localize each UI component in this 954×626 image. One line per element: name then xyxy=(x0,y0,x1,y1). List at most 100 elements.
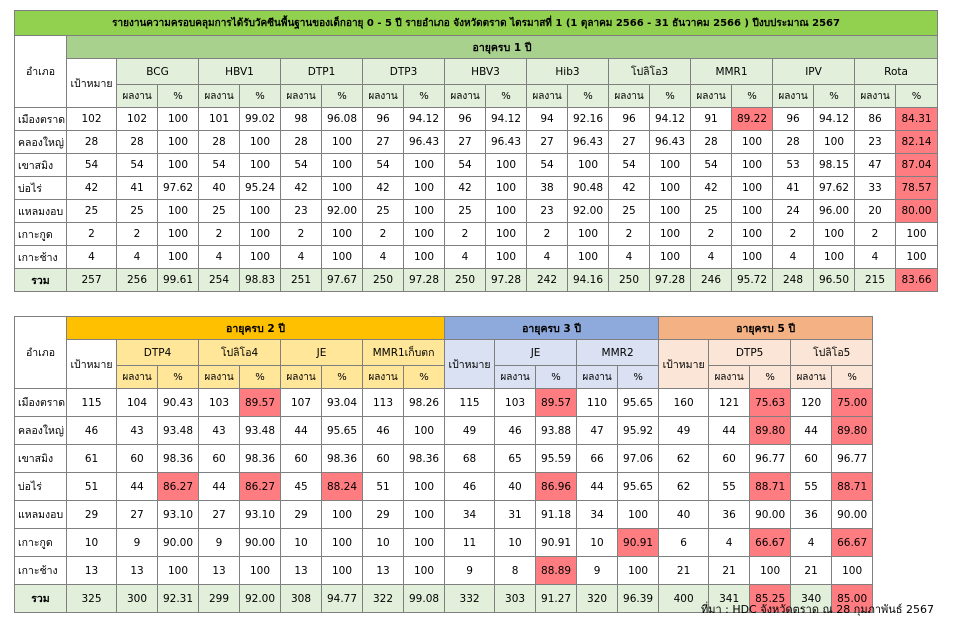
work-value: 44 xyxy=(576,472,619,501)
work-value: 25 xyxy=(116,199,158,223)
percent-value: 95.24 xyxy=(239,176,281,200)
vaccine-header: MMR1เก็บตก xyxy=(361,339,446,366)
percent-value: 90.48 xyxy=(567,176,609,200)
percent-value: 89.57 xyxy=(239,388,281,417)
work-value: 25 xyxy=(444,199,486,223)
percent-value: 89.22 xyxy=(731,107,773,131)
target-value: 10 xyxy=(66,528,117,557)
percent-value: 92.00 xyxy=(321,199,363,223)
target-value: 4 xyxy=(66,245,117,269)
percent-value: 91.27 xyxy=(535,584,578,613)
target-header: เป้าหมาย xyxy=(66,339,117,389)
work-value: 2 xyxy=(116,222,158,246)
work-value: 4 xyxy=(708,528,751,557)
work-value: 54 xyxy=(362,153,404,177)
work-header: ผลงาน xyxy=(608,84,650,108)
percent-value: 96.00 xyxy=(813,199,855,223)
work-value: 27 xyxy=(116,500,158,529)
percent-value: 86.27 xyxy=(239,472,281,501)
percent-value: 93.10 xyxy=(157,500,199,529)
percent-value: 100 xyxy=(485,176,527,200)
work-value: 34 xyxy=(576,500,619,529)
district-name: เมืองตราด xyxy=(14,107,67,131)
percent-value: 96.77 xyxy=(749,444,792,473)
percent-value: 87.04 xyxy=(894,153,939,177)
work-header: ผลงาน xyxy=(576,365,619,389)
target-value: 257 xyxy=(66,268,117,292)
work-value: 28 xyxy=(280,130,322,154)
work-value: 4 xyxy=(198,245,240,269)
percent-value: 100 xyxy=(649,199,691,223)
work-value: 36 xyxy=(708,500,751,529)
work-value: 60 xyxy=(362,444,404,473)
district-name: เขาสมิง xyxy=(14,444,67,473)
work-value: 10 xyxy=(576,528,619,557)
percent-header: % xyxy=(831,365,874,389)
percent-header: % xyxy=(157,84,199,108)
percent-header: % xyxy=(749,365,792,389)
work-value: 66 xyxy=(576,444,619,473)
percent-value: 100 xyxy=(617,500,660,529)
percent-value: 100 xyxy=(321,528,363,557)
table-row: บ่อไร่ 51 44 86.27 44 86.27 45 88.24 51 100 46 40 86… xyxy=(14,472,874,501)
target-value: 34 xyxy=(444,500,496,529)
work-value: 27 xyxy=(608,130,650,154)
work-value: 42 xyxy=(280,176,322,200)
work-value: 55 xyxy=(708,472,751,501)
percent-value: 100 xyxy=(403,245,445,269)
percent-value: 90.00 xyxy=(239,528,281,557)
percent-value: 100 xyxy=(831,556,874,585)
work-value: 54 xyxy=(280,153,322,177)
work-header: ผลงาน xyxy=(854,84,896,108)
target-value: 49 xyxy=(658,416,710,445)
percent-value: 95.92 xyxy=(617,416,660,445)
percent-value: 95.59 xyxy=(535,444,578,473)
work-value: 299 xyxy=(198,584,240,613)
work-value: 9 xyxy=(198,528,240,557)
target-value: 13 xyxy=(66,556,117,585)
age-3-header: อายุครบ 3 ปี xyxy=(444,316,660,340)
work-value: 36 xyxy=(790,500,833,529)
percent-value: 78.57 xyxy=(894,176,939,200)
work-value: 13 xyxy=(280,556,322,585)
work-value: 4 xyxy=(790,528,833,557)
percent-value: 100 xyxy=(731,176,773,200)
work-value: 44 xyxy=(280,416,322,445)
target-value: 68 xyxy=(444,444,496,473)
work-value: 4 xyxy=(854,245,896,269)
percent-header: % xyxy=(157,365,199,389)
target-value: 160 xyxy=(658,388,710,417)
percent-value: 89.80 xyxy=(749,416,792,445)
percent-value: 100 xyxy=(157,222,199,246)
percent-value: 100 xyxy=(731,153,773,177)
percent-value: 99.02 xyxy=(239,107,281,131)
percent-value: 96.43 xyxy=(649,130,691,154)
work-value: 4 xyxy=(690,245,732,269)
work-value: 60 xyxy=(280,444,322,473)
work-value: 4 xyxy=(280,245,322,269)
percent-value: 100 xyxy=(157,245,199,269)
percent-value: 97.67 xyxy=(321,268,363,292)
percent-value: 83.66 xyxy=(894,268,939,292)
work-value: 96 xyxy=(362,107,404,131)
work-value: 9 xyxy=(116,528,158,557)
table-row: คลองใหญ่ 28 28 100 28 100 28 100 27 96.43 27 96.43 2… xyxy=(14,130,939,154)
work-value: 4 xyxy=(772,245,814,269)
percent-value: 100 xyxy=(403,176,445,200)
percent-value: 96.43 xyxy=(403,130,445,154)
target-value: 46 xyxy=(444,472,496,501)
percent-value: 92.00 xyxy=(567,199,609,223)
target-value: 29 xyxy=(66,500,117,529)
work-value: 41 xyxy=(772,176,814,200)
work-header: ผลงาน xyxy=(116,84,158,108)
percent-value: 93.04 xyxy=(321,388,363,417)
work-value: 44 xyxy=(708,416,751,445)
work-header: ผลงาน xyxy=(198,365,240,389)
percent-value: 98.36 xyxy=(321,444,363,473)
percent-header: % xyxy=(813,84,855,108)
work-value: 103 xyxy=(198,388,240,417)
target-value: 115 xyxy=(444,388,496,417)
target-value: 62 xyxy=(658,444,710,473)
work-value: 4 xyxy=(116,245,158,269)
work-value: 28 xyxy=(690,130,732,154)
